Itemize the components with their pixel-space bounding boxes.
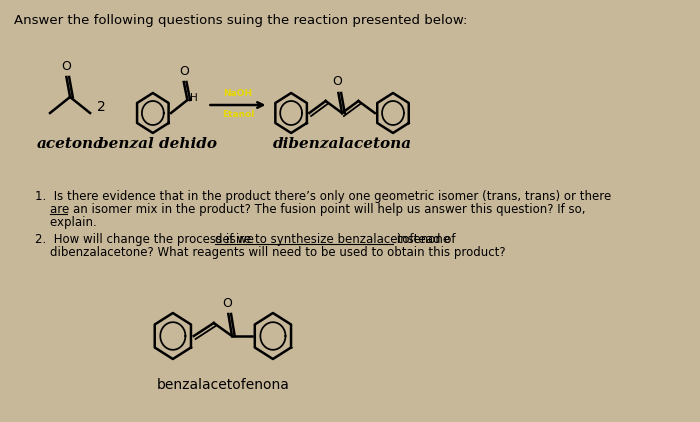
Text: explain.: explain. — [34, 216, 97, 229]
Text: O: O — [178, 65, 189, 78]
Text: are an isomer mix in the product? The fusion point will help us answer this ques: are an isomer mix in the product? The fu… — [34, 203, 585, 216]
Text: benzal dehido: benzal dehido — [98, 137, 217, 151]
Text: 1.  Is there evidence that in the product there’s only one geometric isomer (tra: 1. Is there evidence that in the product… — [34, 190, 611, 203]
Text: acetona: acetona — [36, 137, 104, 151]
Text: benzalacetofenona: benzalacetofenona — [156, 378, 289, 392]
Text: dibenzalacetone? What reagents will need to be used to obtain this product?: dibenzalacetone? What reagents will need… — [34, 246, 505, 259]
Text: H: H — [190, 93, 198, 103]
Text: Etanol: Etanol — [222, 110, 254, 119]
Text: desire to synthesize benzalacetofenone: desire to synthesize benzalacetofenone — [215, 233, 450, 246]
Text: NaOH: NaOH — [223, 89, 253, 98]
Text: O: O — [223, 297, 232, 310]
Text: O: O — [332, 75, 342, 88]
Text: 2: 2 — [97, 100, 106, 114]
Text: dibenzalacetona: dibenzalacetona — [272, 137, 412, 151]
Text: 2.  How will change the process if we: 2. How will change the process if we — [34, 233, 253, 246]
Text: O: O — [62, 60, 71, 73]
Text: Answer the following questions suing the reaction presented below:: Answer the following questions suing the… — [13, 14, 467, 27]
Text: instead of: instead of — [393, 233, 456, 246]
